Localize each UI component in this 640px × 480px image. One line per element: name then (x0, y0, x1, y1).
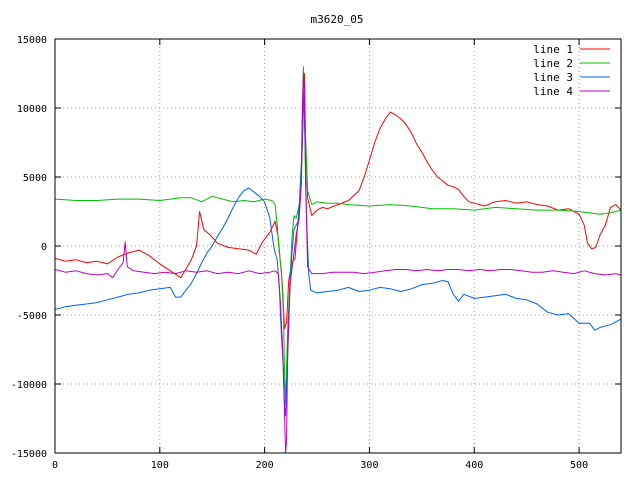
series-line-3 (55, 93, 621, 417)
legend-label-2: line 2 (533, 57, 573, 70)
y-tick-label: 15000 (17, 35, 47, 46)
series-layer (55, 66, 621, 453)
x-tick-label: 400 (465, 460, 483, 471)
chart-title: m3620_05 (311, 13, 364, 26)
x-tick-label: 300 (360, 460, 378, 471)
series-line-2 (55, 66, 621, 406)
grid (55, 39, 621, 453)
y-tick-label: 0 (41, 242, 47, 253)
legend-label-1: line 1 (533, 43, 573, 56)
x-tick-label: 100 (151, 460, 169, 471)
ticks: 0 100 200 300 400 500 -15000 -10000 -5000 0 5000 10… (11, 35, 621, 471)
legend-label-3: line 3 (533, 71, 573, 84)
y-tick-label: -5000 (17, 311, 47, 322)
y-tick-label: 5000 (23, 173, 47, 184)
y-tick-label: -10000 (11, 380, 47, 391)
x-tick-label: 500 (570, 460, 588, 471)
x-tick-label: 0 (52, 460, 58, 471)
y-tick-label: -15000 (11, 449, 47, 460)
y-tick-label: 10000 (17, 104, 47, 115)
series-line-1 (55, 73, 621, 330)
series-line-4 (55, 73, 621, 453)
x-tick-label: 200 (256, 460, 274, 471)
legend-label-4: line 4 (533, 85, 573, 98)
